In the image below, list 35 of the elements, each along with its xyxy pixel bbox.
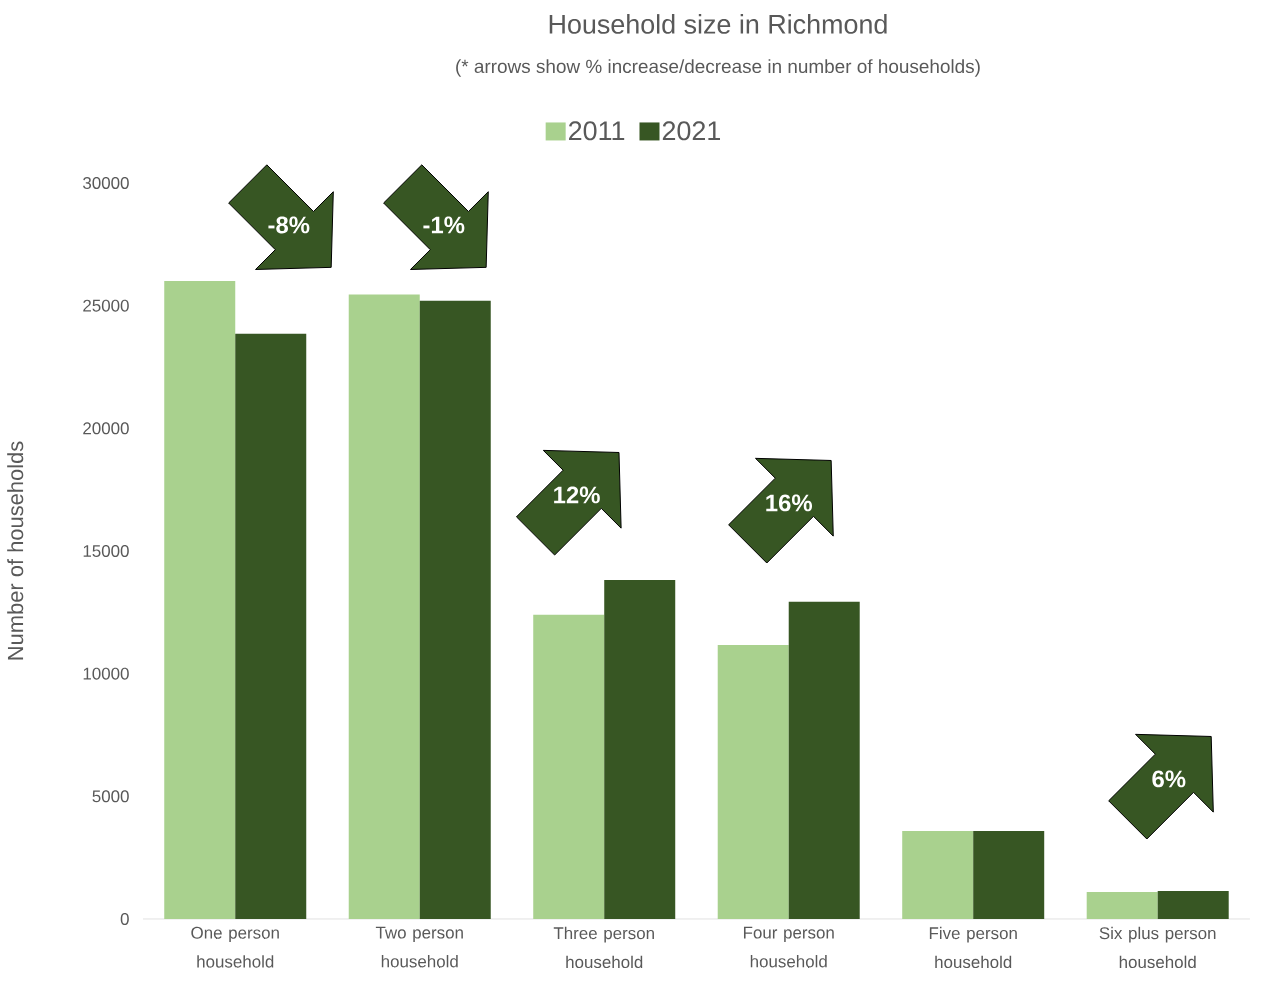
bar bbox=[348, 294, 420, 919]
chart-title: Household size in Richmond bbox=[549, 14, 887, 34]
x-tick-label: Two person household bbox=[375, 926, 463, 968]
y-tick-label: 10000 bbox=[83, 667, 129, 680]
bar bbox=[533, 614, 605, 919]
y-axis-title: Number of households bbox=[7, 441, 24, 660]
y-tick-label: 0 bbox=[120, 912, 129, 925]
x-tick-label: Six plus person household bbox=[1099, 926, 1216, 969]
bar bbox=[902, 830, 974, 919]
y-tick-label: 5000 bbox=[92, 790, 129, 803]
x-tick-label: Four person household bbox=[743, 926, 834, 968]
x-tick-label: One person household bbox=[191, 926, 279, 968]
bar bbox=[419, 300, 491, 919]
y-tick-label: 25000 bbox=[83, 299, 129, 312]
bar bbox=[604, 579, 676, 919]
bar bbox=[788, 601, 860, 919]
y-tick-label: 20000 bbox=[83, 422, 129, 435]
bar bbox=[1157, 891, 1229, 919]
annotation: 6% bbox=[1152, 770, 1186, 788]
bar bbox=[164, 281, 236, 919]
y-tick-label: 30000 bbox=[83, 176, 129, 189]
legend-label: 2021 bbox=[662, 121, 721, 141]
y-tick-label: 15000 bbox=[83, 544, 129, 557]
bar bbox=[235, 333, 307, 919]
chart-subtitle: (* arrows show % increase/decrease in number of households) bbox=[456, 59, 980, 77]
x-tick-label: Five person household bbox=[929, 926, 1017, 969]
bar bbox=[717, 644, 789, 919]
bar bbox=[1086, 892, 1158, 919]
annotation: 12% bbox=[554, 486, 600, 504]
legend-label: 2011 bbox=[569, 121, 625, 141]
annotation: 16% bbox=[766, 494, 813, 512]
annotation: -1% bbox=[423, 216, 465, 234]
bar bbox=[973, 830, 1045, 919]
x-tick-label: Three person household bbox=[553, 926, 654, 969]
annotation: -8% bbox=[268, 216, 310, 234]
